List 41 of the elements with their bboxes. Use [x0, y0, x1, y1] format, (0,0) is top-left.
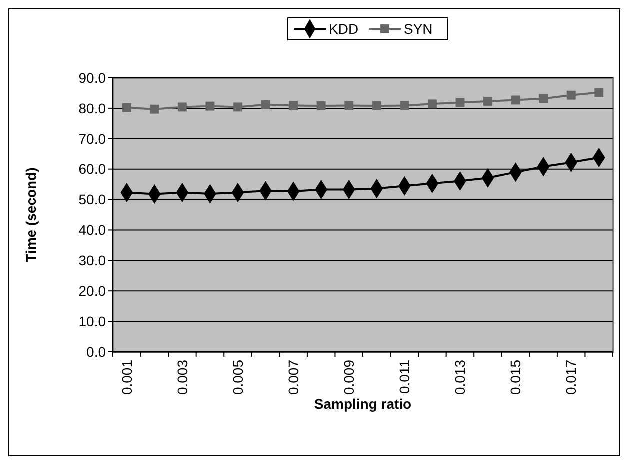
y-tick-label: 80.0: [78, 100, 106, 116]
point: [289, 101, 298, 110]
point: [456, 98, 465, 108]
y-tick-label: 70.0: [78, 130, 106, 147]
y-axis-title: Time (second): [23, 168, 39, 262]
x-tick-label: 0.007: [285, 360, 302, 396]
point: [566, 90, 576, 100]
y-tick-label: 90.0: [78, 70, 106, 86]
point: [122, 103, 132, 112]
y-tick-label: 30.0: [78, 252, 106, 269]
point: [206, 102, 215, 111]
x-tick-label: 0.011: [396, 360, 413, 394]
point: [178, 102, 187, 112]
y-tick-label: 50.0: [78, 192, 106, 208]
x-tick-label: 0.003: [174, 360, 190, 396]
x-tick-label: 0.013: [452, 360, 468, 396]
point: [539, 94, 548, 104]
point: [428, 100, 437, 109]
y-tick-label: 60.0: [78, 161, 106, 178]
point: [234, 102, 242, 112]
legend-label: SYN: [404, 20, 433, 37]
point: [400, 101, 410, 110]
point: [344, 101, 354, 110]
point: [372, 102, 382, 110]
x-tick-label: 0.017: [563, 360, 580, 396]
x-axis-title: Sampling ratio: [314, 396, 412, 412]
point: [484, 96, 492, 106]
x-tick-label: 0.001: [118, 360, 135, 396]
x-tick-label: 0.015: [508, 360, 524, 396]
y-tick-label: 10.0: [78, 313, 106, 330]
point: [594, 88, 604, 98]
y-tick-label: 0.0: [86, 344, 106, 360]
y-tick-label: 20.0: [78, 283, 106, 300]
point: [511, 96, 520, 105]
y-tick-label: 40.0: [78, 222, 106, 238]
point: [316, 102, 326, 110]
x-tick-label: 0.009: [341, 360, 358, 396]
point: [261, 100, 270, 110]
legend-label: KDD: [329, 20, 359, 37]
point: [150, 104, 160, 114]
x-tick-label: 0.005: [230, 360, 246, 396]
